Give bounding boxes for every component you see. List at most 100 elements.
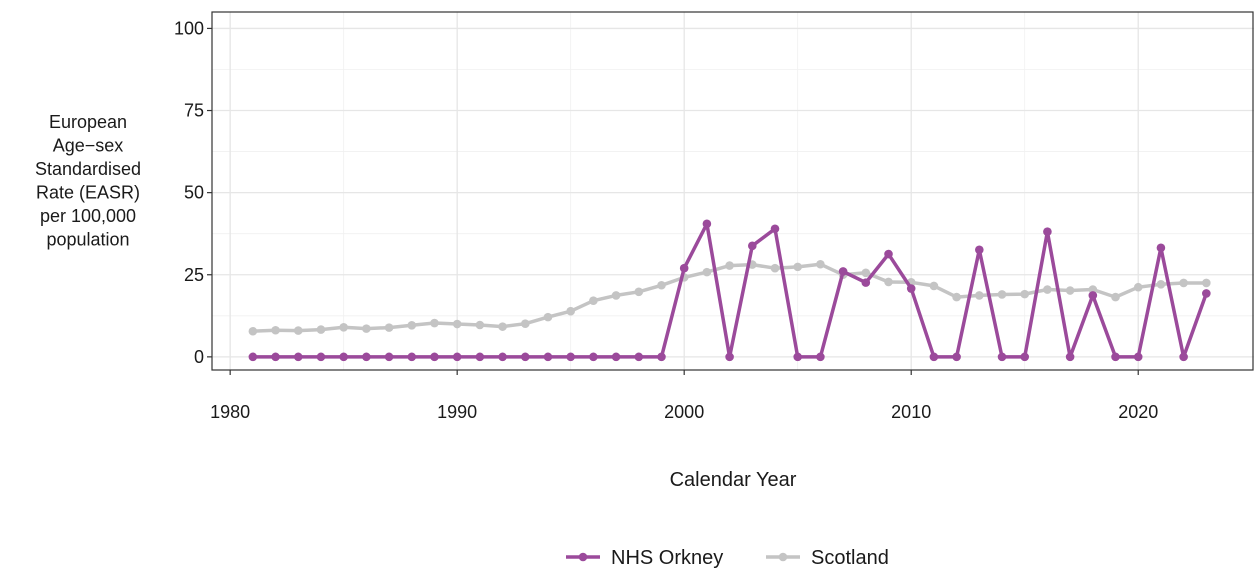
- legend-item-nhs-orkney: NHS Orkney: [566, 547, 723, 569]
- y-axis-title-line: European: [49, 112, 127, 132]
- data-point-nhs-orkney: [1065, 352, 1075, 362]
- y-axis-title-line: Rate (EASR): [36, 183, 140, 203]
- data-point-scotland: [293, 326, 303, 335]
- data-point-nhs-orkney: [770, 224, 780, 234]
- y-axis: 0 25 50 75 100: [174, 18, 212, 367]
- data-point-nhs-orkney: [430, 352, 439, 362]
- data-point-nhs-orkney: [1202, 289, 1211, 298]
- data-point-scotland: [475, 320, 485, 330]
- y-axis-title-line: Age−sex: [53, 136, 124, 156]
- data-point-nhs-orkney: [293, 352, 303, 362]
- data-point-scotland: [725, 261, 734, 270]
- x-axis-title: Calendar Year: [670, 469, 797, 491]
- data-point-nhs-orkney: [271, 352, 280, 362]
- data-point-nhs-orkney: [929, 352, 939, 362]
- data-point-scotland: [1088, 285, 1098, 294]
- data-point-nhs-orkney: [975, 245, 984, 255]
- data-point-nhs-orkney: [566, 352, 575, 362]
- data-point-scotland: [634, 287, 644, 297]
- data-point-scotland: [1202, 278, 1211, 288]
- y-tick-label: 0: [194, 347, 204, 367]
- data-point-scotland: [1065, 286, 1075, 295]
- data-point-nhs-orkney: [384, 352, 394, 362]
- y-axis-title-line: Standardised: [35, 159, 141, 179]
- data-point-scotland: [271, 325, 280, 335]
- data-point-nhs-orkney: [997, 352, 1007, 362]
- series-nhs-orkney: [248, 219, 1211, 362]
- data-point-scotland: [543, 312, 553, 322]
- legend-label: Scotland: [811, 547, 889, 569]
- data-point-nhs-orkney: [657, 352, 666, 362]
- data-point-nhs-orkney: [452, 352, 462, 362]
- legend-item-scotland: Scotland: [766, 547, 889, 569]
- data-point-scotland: [861, 268, 871, 278]
- data-point-nhs-orkney: [407, 352, 417, 362]
- data-point-nhs-orkney: [906, 284, 916, 293]
- data-point-scotland: [316, 325, 326, 334]
- data-point-scotland: [702, 267, 712, 277]
- data-point-scotland: [520, 319, 530, 328]
- data-point-nhs-orkney: [679, 263, 689, 273]
- y-axis-title: European Age−sex Standardised Rate (EASR) pe…: [35, 112, 141, 250]
- data-point-scotland: [975, 291, 984, 300]
- x-tick-label: 2000: [664, 402, 704, 422]
- data-point-scotland: [498, 322, 507, 331]
- data-point-scotland: [816, 259, 825, 269]
- data-point-scotland: [657, 280, 666, 290]
- data-point-nhs-orkney: [1088, 291, 1098, 300]
- data-point-nhs-orkney: [520, 352, 530, 362]
- data-point-scotland: [770, 263, 780, 273]
- data-point-nhs-orkney: [543, 352, 553, 362]
- data-point-scotland: [248, 326, 258, 336]
- data-point-scotland: [1133, 282, 1143, 292]
- data-point-scotland: [1043, 285, 1052, 294]
- data-point-nhs-orkney: [861, 278, 871, 287]
- data-point-nhs-orkney: [838, 267, 848, 276]
- data-point-nhs-orkney: [884, 249, 893, 259]
- data-point-nhs-orkney: [952, 352, 961, 362]
- data-point-scotland: [1111, 292, 1120, 302]
- y-axis-title-line: population: [46, 230, 129, 250]
- data-point-scotland: [611, 291, 621, 300]
- data-point-scotland: [997, 290, 1007, 299]
- data-point-nhs-orkney: [1020, 352, 1030, 362]
- data-point-nhs-orkney: [816, 352, 825, 362]
- series-scotland: [248, 259, 1211, 336]
- data-point-scotland: [407, 321, 417, 330]
- data-point-scotland: [1156, 279, 1166, 289]
- data-point-nhs-orkney: [1111, 352, 1120, 362]
- y-axis-title-line: per 100,000: [40, 206, 136, 226]
- data-point-nhs-orkney: [339, 352, 348, 362]
- data-point-nhs-orkney: [362, 352, 371, 362]
- x-axis: 1980 1990 2000 2010 2020: [210, 370, 1158, 422]
- data-point-nhs-orkney: [1043, 227, 1052, 237]
- data-point-nhs-orkney: [248, 352, 258, 362]
- data-point-scotland: [339, 323, 348, 332]
- x-tick-label: 1980: [210, 402, 250, 422]
- data-point-scotland: [362, 324, 371, 333]
- data-point-scotland: [884, 277, 893, 287]
- y-tick-label: 100: [174, 18, 204, 38]
- data-point-nhs-orkney: [702, 219, 712, 229]
- data-point-scotland: [430, 318, 439, 328]
- data-point-scotland: [566, 306, 575, 316]
- minor-gridlines: [212, 12, 1254, 370]
- x-tick-label: 2010: [891, 402, 931, 422]
- x-tick-label: 1990: [437, 402, 477, 422]
- data-point-nhs-orkney: [1156, 243, 1166, 253]
- data-point-nhs-orkney: [611, 352, 621, 362]
- data-point-nhs-orkney: [498, 352, 507, 362]
- data-point-nhs-orkney: [1133, 352, 1143, 362]
- data-point-scotland: [1020, 289, 1030, 299]
- legend: NHS Orkney Scotland: [566, 547, 889, 569]
- data-point-scotland: [589, 296, 598, 305]
- y-tick-label: 75: [184, 101, 204, 121]
- series-layer: [248, 219, 1211, 362]
- data-point-nhs-orkney: [589, 352, 598, 362]
- y-tick-label: 50: [184, 183, 204, 203]
- data-point-nhs-orkney: [634, 352, 644, 362]
- major-gridlines: [212, 12, 1254, 370]
- x-tick-label: 2020: [1118, 402, 1158, 422]
- plot-panel-border: [211, 11, 1254, 371]
